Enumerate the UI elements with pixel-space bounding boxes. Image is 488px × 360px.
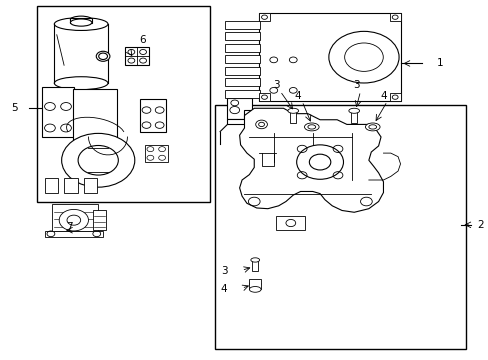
Ellipse shape — [70, 19, 92, 26]
Bar — [224, 21, 260, 29]
Ellipse shape — [368, 125, 376, 129]
Ellipse shape — [304, 123, 319, 131]
Bar — [37, 6, 210, 202]
Circle shape — [344, 43, 383, 71]
Ellipse shape — [307, 125, 315, 129]
Circle shape — [78, 145, 118, 175]
Bar — [224, 55, 260, 63]
Text: 3: 3 — [221, 266, 227, 276]
Text: 6: 6 — [139, 35, 145, 45]
Bar — [83, 178, 97, 193]
Polygon shape — [227, 119, 264, 125]
Circle shape — [59, 210, 88, 231]
Bar — [259, 93, 269, 101]
Circle shape — [67, 215, 81, 225]
Ellipse shape — [251, 282, 258, 285]
Circle shape — [61, 134, 135, 187]
Bar — [224, 78, 260, 86]
Ellipse shape — [99, 53, 107, 59]
Circle shape — [140, 58, 146, 63]
Bar — [52, 204, 98, 231]
Circle shape — [296, 145, 343, 179]
Text: 4: 4 — [294, 91, 301, 101]
Bar — [276, 216, 305, 230]
Ellipse shape — [96, 51, 110, 61]
Ellipse shape — [250, 258, 259, 262]
Bar — [125, 47, 149, 65]
Circle shape — [328, 31, 398, 83]
Polygon shape — [239, 108, 383, 212]
Ellipse shape — [348, 108, 359, 113]
Bar — [252, 261, 258, 271]
Polygon shape — [44, 231, 103, 237]
Ellipse shape — [249, 287, 261, 292]
Text: 3: 3 — [353, 80, 359, 90]
Bar — [290, 112, 296, 123]
Bar — [215, 105, 466, 348]
Text: 2: 2 — [477, 220, 483, 230]
Ellipse shape — [54, 77, 108, 90]
Circle shape — [140, 49, 146, 54]
Ellipse shape — [54, 18, 108, 31]
Bar — [389, 13, 400, 21]
Bar — [140, 99, 166, 132]
Bar — [70, 18, 92, 23]
Text: 4: 4 — [221, 284, 227, 294]
Text: 4: 4 — [379, 91, 386, 101]
Circle shape — [309, 154, 330, 170]
Bar — [249, 279, 261, 289]
Bar — [64, 178, 78, 193]
Bar — [350, 112, 356, 123]
Bar — [224, 44, 260, 51]
Ellipse shape — [365, 123, 379, 131]
Bar — [42, 87, 74, 137]
Bar — [73, 89, 117, 144]
Text: 1: 1 — [436, 58, 443, 68]
Circle shape — [128, 58, 135, 63]
Bar — [259, 13, 400, 101]
Text: 3: 3 — [272, 80, 279, 90]
Ellipse shape — [249, 281, 261, 287]
Bar — [224, 90, 260, 98]
Text: 5: 5 — [11, 103, 18, 113]
Ellipse shape — [70, 16, 92, 23]
Bar — [224, 67, 260, 75]
Bar — [224, 32, 260, 40]
Bar — [93, 211, 105, 230]
Polygon shape — [227, 98, 251, 119]
Bar — [44, 178, 58, 193]
Bar — [259, 13, 269, 21]
Bar — [389, 93, 400, 101]
Bar — [144, 145, 167, 162]
Text: 7: 7 — [66, 222, 73, 231]
Circle shape — [128, 49, 135, 54]
Ellipse shape — [287, 108, 298, 113]
